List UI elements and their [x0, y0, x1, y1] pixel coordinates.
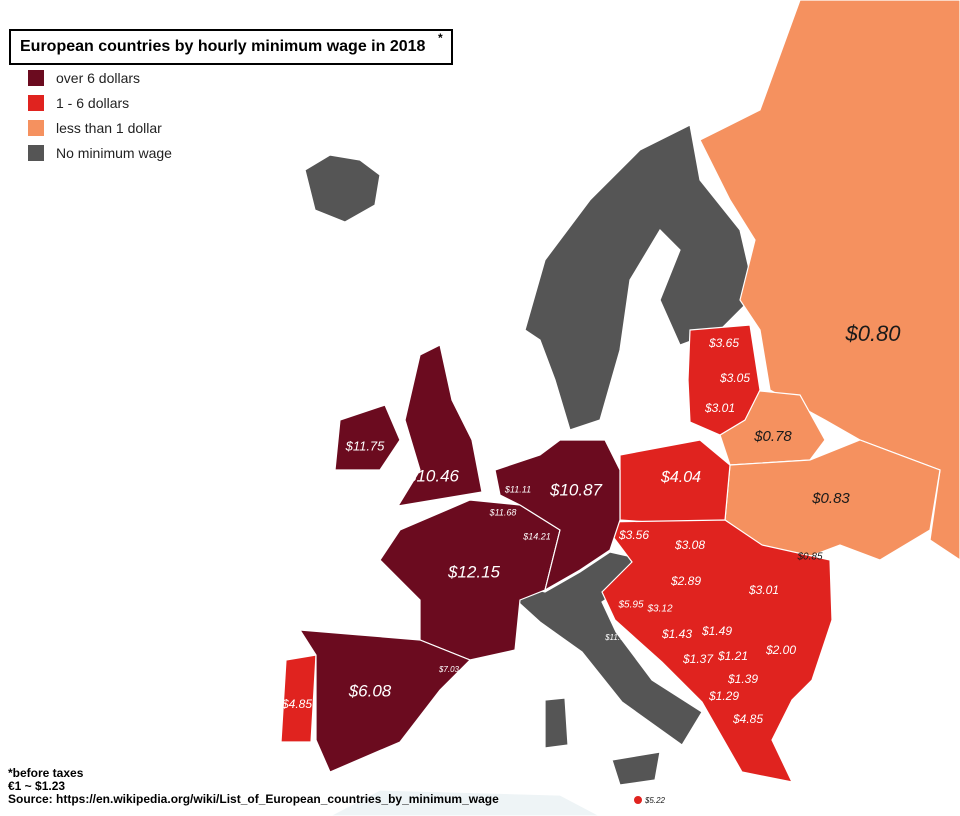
baltics: [687, 324, 761, 436]
germany-benelux: [494, 439, 621, 592]
wage-label: $14.21: [522, 531, 551, 541]
wage-label: $11.68: [489, 507, 517, 517]
footnote: €1 ~ $1.23: [8, 779, 65, 793]
wage-label: $1.49: [701, 624, 732, 638]
wage-label: $7.03: [438, 665, 460, 674]
wage-label: $0.85: [796, 552, 822, 563]
wage-label: $4.85: [732, 712, 763, 726]
ireland: [334, 404, 401, 471]
wage-label: $1.29: [708, 689, 739, 703]
wage-label: $11.11: [504, 484, 531, 494]
wage-label: $10.46: [406, 466, 460, 485]
wage-label: $1.39: [727, 672, 758, 686]
wage-label: $11.75: [345, 438, 386, 453]
wage-label: $2.89: [670, 574, 701, 588]
footnote: *before taxes: [8, 766, 84, 780]
legend-swatch: [28, 70, 44, 86]
wage-label: $4.85: [281, 697, 312, 711]
scandinavia: [524, 124, 756, 431]
legend-label: 1 - 6 dollars: [56, 95, 129, 111]
footnote: Source: https://en.wikipedia.org/wiki/Li…: [8, 792, 499, 806]
wage-label: $3.56: [618, 528, 649, 542]
wage-label: $1.37: [682, 652, 714, 666]
legend-swatch: [28, 120, 44, 136]
labels: $11.75 $10.46 $10.87 $11.11 $11.68 $14.21 $12.…: [281, 321, 901, 805]
legend: over 6 dollars 1 - 6 dollars less than 1 d…: [28, 70, 172, 161]
wage-label: $4.04: [660, 469, 701, 486]
title-mark: *: [438, 31, 443, 45]
spain: [298, 629, 472, 773]
wage-label: $3.12: [646, 604, 672, 615]
wage-label: $2.00: [765, 643, 796, 657]
turkey-region: [758, 619, 960, 801]
legend-label: No minimum wage: [56, 145, 172, 161]
wage-label: $3.01: [704, 401, 735, 415]
wage-label: $11.98: [604, 633, 629, 642]
wage-label: $1.21: [717, 649, 748, 663]
wage-label: $12.61: [523, 655, 552, 665]
great-britain: [396, 344, 483, 507]
legend-swatch: [28, 95, 44, 111]
wage-label: $3.08: [674, 538, 705, 552]
alps-italy: [517, 551, 703, 746]
legend-label: over 6 dollars: [56, 70, 140, 86]
wage-label: $0.83: [811, 490, 850, 507]
portugal: [280, 654, 317, 743]
legend-label: less than 1 dollar: [56, 120, 162, 136]
title-box: [9, 29, 453, 65]
wage-label: $0.78: [753, 428, 792, 445]
malta: [634, 796, 642, 804]
africa-coast: [329, 789, 601, 816]
central-east: [600, 519, 833, 783]
wage-label: $3.65: [708, 336, 739, 350]
sicily: [611, 751, 661, 786]
wage-label: $5.95: [617, 600, 643, 611]
iceland: [304, 154, 381, 223]
title: European countries by hourly minimum wag…: [20, 38, 426, 55]
sardinia: [544, 697, 569, 749]
wage-label: $1.43: [661, 627, 692, 641]
wage-label: $3.05: [719, 371, 750, 385]
wage-label: $0.80: [844, 321, 901, 346]
wage-label: $12.15: [447, 562, 501, 581]
legend-swatch: [28, 145, 44, 161]
wage-label: $6.08: [348, 681, 392, 700]
wage-label: $5.22: [644, 796, 666, 805]
wage-label: $3.01: [748, 583, 779, 597]
wage-label: $10.87: [549, 480, 603, 499]
